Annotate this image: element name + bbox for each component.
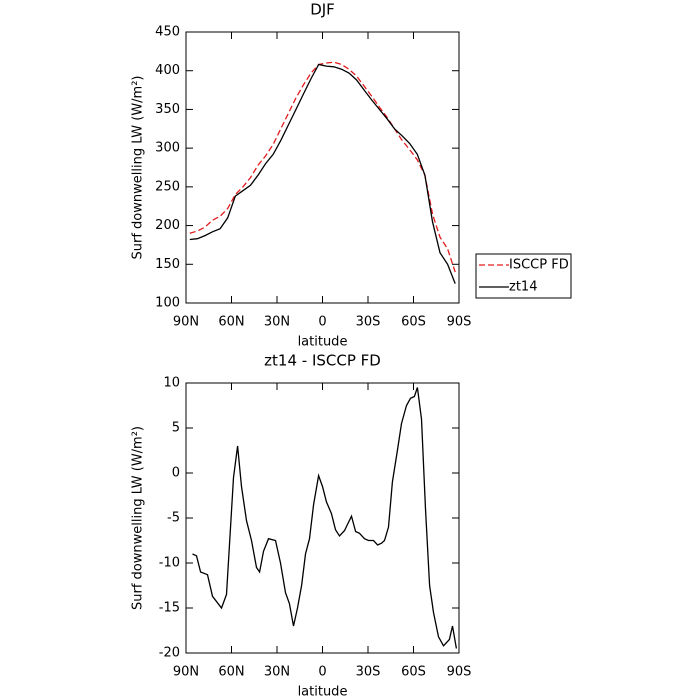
x-tick-label: 30N (264, 315, 290, 330)
plot-frame (185, 31, 460, 304)
y-tick-label: 300 (155, 141, 180, 156)
x-tick-label: 90N (173, 665, 199, 680)
y-tick-label: -20 (159, 646, 180, 661)
legend-label: zt14 (509, 280, 537, 295)
y-axis-label: Surf downwelling LW (W/m²) (131, 426, 146, 610)
chart-title: zt14 - ISCCP FD (264, 352, 381, 370)
x-tick-label: 30S (356, 315, 381, 330)
x-tick-label: 90S (447, 665, 472, 680)
x-tick-label: 90S (447, 315, 472, 330)
y-tick-label: 5 (172, 421, 180, 436)
x-tick-label: 90N (173, 315, 199, 330)
y-tick-label: 450 (155, 25, 180, 40)
legend-label: ISCCP FD (509, 258, 569, 273)
x-tick-label: 60S (401, 665, 426, 680)
y-tick-label: -15 (159, 601, 180, 616)
y-tick-label: 0 (172, 466, 180, 481)
y-axis-label: Surf downwelling LW (W/m²) (131, 76, 146, 260)
y-tick-label: 100 (155, 296, 180, 311)
legend-box (475, 253, 572, 299)
x-tick-label: 0 (318, 315, 326, 330)
x-tick-label: 60S (401, 315, 426, 330)
y-tick-label: -10 (159, 556, 180, 571)
x-tick-label: 60N (218, 315, 244, 330)
data-line (189, 61, 456, 273)
y-tick-label: 250 (155, 179, 180, 194)
data-line (192, 387, 458, 649)
data-line (189, 63, 456, 284)
y-tick-label: 10 (163, 376, 180, 391)
x-tick-label: 30N (264, 665, 290, 680)
y-tick-label: 150 (155, 257, 180, 272)
x-tick-label: 30S (356, 665, 381, 680)
chart-panel: zt14 - ISCCP FD latitude Surf downwelling … (131, 352, 472, 700)
chart-title: DJF (310, 1, 335, 19)
x-tick-label: 0 (318, 665, 326, 680)
plot-frame (185, 382, 460, 654)
chart-panel: DJF latitude Surf downwelling LW (W/m²) 100… (131, 1, 572, 350)
x-axis-label: latitude (298, 685, 348, 700)
x-axis-label: latitude (298, 335, 348, 350)
y-tick-label: -5 (167, 511, 180, 526)
y-tick-label: 200 (155, 218, 180, 233)
x-tick-label: 60N (218, 665, 244, 680)
y-tick-label: 400 (155, 63, 180, 78)
y-tick-label: 350 (155, 102, 180, 117)
